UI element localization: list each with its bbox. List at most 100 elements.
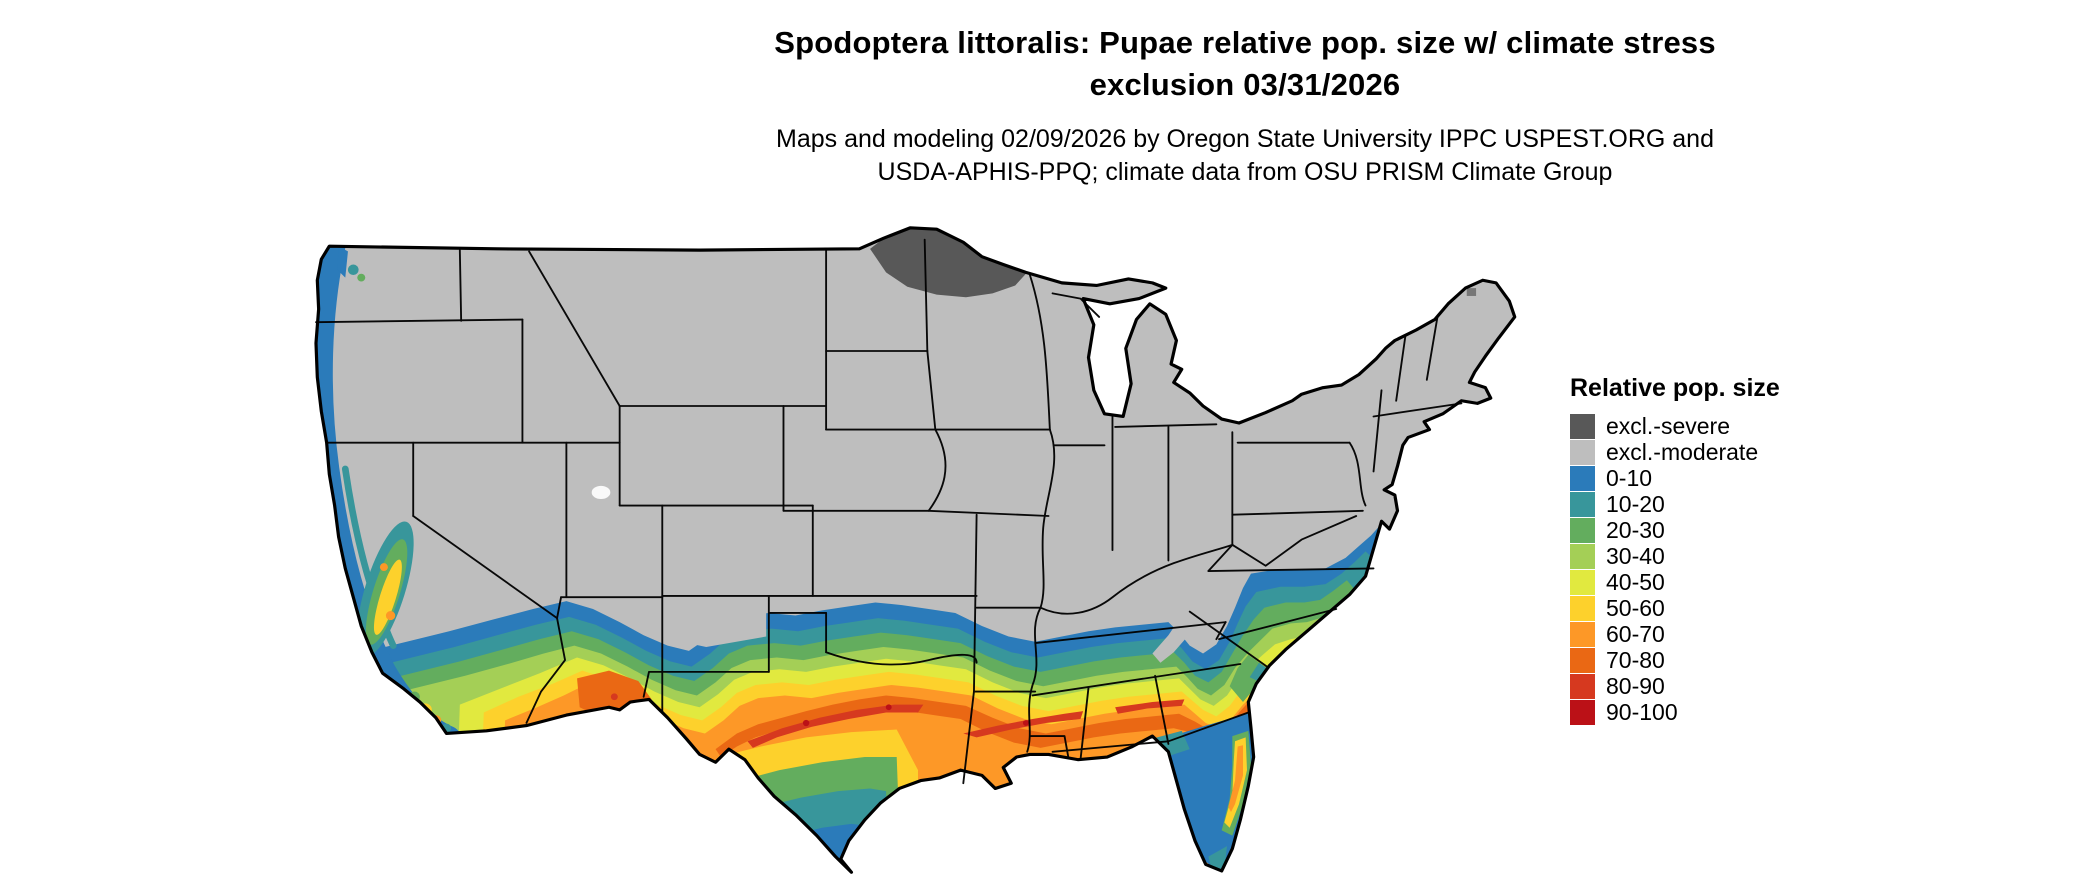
legend-item: 60-70 bbox=[1570, 621, 1780, 647]
legend-item: excl.-moderate bbox=[1570, 439, 1780, 465]
state-line bbox=[1051, 711, 1250, 753]
legend-label: 20-30 bbox=[1606, 516, 1665, 543]
minnesota-excl-severe bbox=[870, 227, 1026, 298]
legend-item: 80-90 bbox=[1570, 673, 1780, 699]
state-line bbox=[458, 249, 463, 322]
state-line bbox=[923, 238, 929, 352]
puget-sound-0-10 bbox=[337, 246, 348, 278]
state-line bbox=[1031, 663, 1242, 697]
legend-swatch-80-90 bbox=[1570, 673, 1595, 699]
state-line bbox=[1154, 674, 1170, 745]
state-line bbox=[1114, 423, 1218, 428]
central-valley-60-70-spot bbox=[385, 610, 396, 621]
figure-header: Spodoptera littoralis: Pupae relative po… bbox=[465, 22, 2025, 189]
legend-item: excl.-severe bbox=[1570, 413, 1780, 439]
legend-label: 90-100 bbox=[1606, 698, 1678, 725]
state-line bbox=[973, 513, 978, 693]
figure-title-line2: exclusion 03/31/2026 bbox=[1089, 66, 1401, 102]
great-salt-lake bbox=[591, 485, 611, 499]
legend-swatch-0-10 bbox=[1570, 465, 1595, 491]
state-line bbox=[1079, 686, 1090, 761]
legend-title: Relative pop. size bbox=[1570, 374, 1780, 402]
legend-item: 20-30 bbox=[1570, 517, 1780, 543]
georgia-coast-10-20 bbox=[1249, 662, 1269, 683]
state-line bbox=[1034, 621, 1227, 644]
state-boundaries bbox=[315, 238, 1463, 785]
us-border-outline bbox=[314, 226, 1517, 874]
puget-10-20-spot bbox=[347, 264, 359, 276]
spot-90-100 bbox=[885, 704, 892, 711]
central-valley-60-70-spot bbox=[379, 563, 388, 572]
legend-swatch-40-50 bbox=[1570, 569, 1595, 595]
figure-subtitle-line1: Maps and modeling 02/09/2026 by Oregon S… bbox=[776, 125, 1714, 154]
south-texas-0-10 bbox=[776, 823, 879, 873]
legend-item: 90-100 bbox=[1570, 699, 1780, 725]
state-line bbox=[962, 690, 975, 785]
state-line bbox=[1372, 402, 1463, 418]
legend-swatch-70-80 bbox=[1570, 647, 1595, 673]
spot-90-100 bbox=[802, 719, 810, 727]
legend-swatch-10-20 bbox=[1570, 491, 1595, 517]
state-line bbox=[782, 509, 1050, 517]
legend-item: 40-50 bbox=[1570, 569, 1780, 595]
state-line bbox=[1425, 316, 1439, 381]
figure-title-line1: Spodoptera littoralis: Pupae relative po… bbox=[774, 25, 1716, 60]
legend-label: 30-40 bbox=[1606, 542, 1665, 569]
state-line bbox=[525, 617, 566, 724]
figure-subtitle: Maps and modeling 02/09/2026 by Oregon S… bbox=[465, 123, 2025, 189]
central-valley-50-60 bbox=[373, 559, 402, 635]
state-line bbox=[556, 596, 562, 620]
state-line bbox=[1051, 292, 1101, 318]
legend-swatch-50-60 bbox=[1570, 595, 1595, 621]
state-line bbox=[1039, 543, 1234, 615]
state-line bbox=[926, 350, 937, 431]
legend-swatch-excl-moderate bbox=[1570, 439, 1595, 465]
state-line bbox=[1231, 509, 1364, 516]
figure-title: Spodoptera littoralis: Pupae relative po… bbox=[465, 22, 2025, 105]
legend-item: 50-60 bbox=[1570, 595, 1780, 621]
florida-tip-10-20 bbox=[1208, 846, 1228, 870]
state-line bbox=[1215, 621, 1227, 641]
state-line bbox=[1372, 389, 1383, 473]
streak-80-90-texas bbox=[747, 704, 924, 748]
state-line bbox=[1188, 610, 1268, 668]
four-corners-gray bbox=[630, 599, 767, 647]
us-map-svg bbox=[314, 226, 1517, 874]
state-line bbox=[1026, 606, 1042, 753]
legend-item: 0-10 bbox=[1570, 465, 1780, 491]
legend: Relative pop. size excl.-severe excl.-mo… bbox=[1570, 374, 1780, 725]
appalachian-gray-finger bbox=[1152, 552, 1230, 663]
legend-item: 70-80 bbox=[1570, 647, 1780, 673]
legend-label: 70-80 bbox=[1606, 646, 1665, 673]
legend-swatch-90-100 bbox=[1570, 699, 1595, 725]
state-line bbox=[1028, 274, 1051, 431]
state-line bbox=[1231, 515, 1358, 567]
legend-swatch-60-70 bbox=[1570, 621, 1595, 647]
isle-royale-excl-severe bbox=[1069, 267, 1077, 273]
state-line bbox=[528, 250, 621, 407]
spot-90-100 bbox=[1022, 720, 1029, 726]
band-70-80-core bbox=[715, 681, 1278, 758]
figure-subtitle-line2: USDA-APHIS-PPQ; climate data from OSU PR… bbox=[877, 158, 1613, 187]
legend-label: excl.-severe bbox=[1606, 412, 1730, 439]
state-line bbox=[1039, 428, 1056, 609]
state-line bbox=[927, 428, 947, 512]
legend-label: 0-10 bbox=[1606, 464, 1653, 491]
legend-label: 40-50 bbox=[1606, 568, 1665, 595]
arizona-80-90-spot bbox=[610, 693, 618, 701]
state-line bbox=[1218, 608, 1338, 641]
legend-label: 80-90 bbox=[1606, 672, 1665, 699]
legend-label: 60-70 bbox=[1606, 620, 1665, 647]
legend-swatch-excl-severe bbox=[1570, 413, 1595, 439]
legend-label: excl.-moderate bbox=[1606, 438, 1759, 465]
legend-item: 30-40 bbox=[1570, 543, 1780, 569]
florida-ridge-60-70 bbox=[1228, 745, 1243, 813]
state-line bbox=[1395, 334, 1407, 402]
legend-label: 10-20 bbox=[1606, 490, 1665, 517]
legend-swatch-30-40 bbox=[1570, 543, 1595, 569]
state-line bbox=[1207, 543, 1234, 572]
puget-20-30-spot bbox=[357, 273, 366, 282]
streak-80-90-georgia bbox=[1115, 699, 1185, 714]
legend-swatch-20-30 bbox=[1570, 517, 1595, 543]
